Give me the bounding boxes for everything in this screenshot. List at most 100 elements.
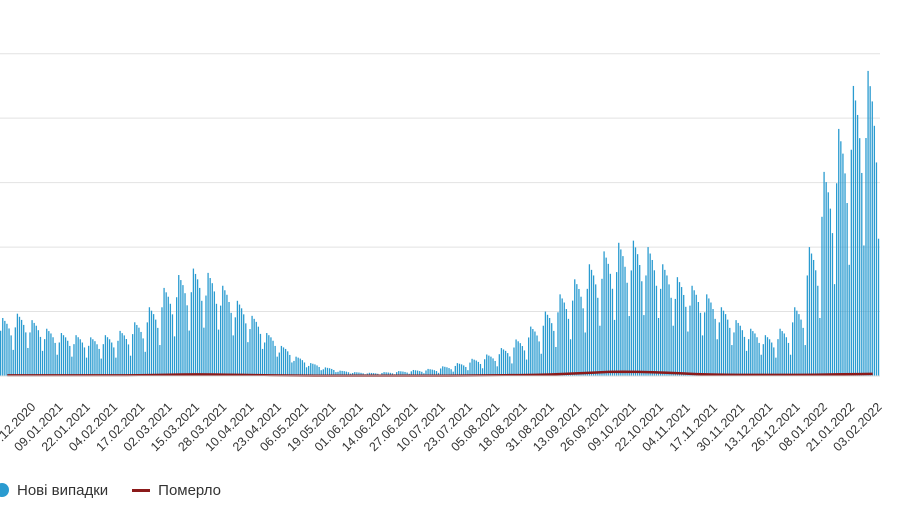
case-bar — [768, 339, 771, 376]
case-bar — [469, 362, 471, 376]
case-bar — [220, 305, 222, 376]
case-bar — [498, 354, 500, 376]
case-bar — [685, 306, 687, 376]
case-bar — [201, 300, 203, 376]
case-bar — [846, 203, 848, 376]
case-bar — [804, 345, 806, 376]
case-bar — [595, 284, 597, 376]
case-bar — [603, 251, 605, 376]
case-bar — [779, 328, 781, 376]
case-bar — [530, 326, 532, 376]
case-bar — [389, 372, 392, 376]
case-bar — [502, 349, 505, 376]
case-bar — [674, 298, 676, 376]
case-bar — [733, 332, 735, 376]
case-bar — [695, 294, 697, 376]
case-bar — [73, 344, 75, 376]
case-bar — [758, 342, 760, 376]
case-bar — [647, 247, 649, 376]
case-bar — [523, 350, 526, 376]
case-bar — [228, 302, 230, 376]
case-bar — [23, 324, 25, 376]
case-bar — [710, 302, 712, 376]
case-bar — [155, 319, 157, 376]
case-bar — [295, 356, 297, 376]
case-bar — [752, 331, 754, 376]
case-bar — [85, 357, 88, 376]
case-bar — [724, 314, 727, 376]
case-bar — [800, 319, 802, 376]
case-bar — [548, 317, 551, 376]
case-bar — [676, 277, 679, 376]
case-bar — [16, 313, 19, 376]
case-bar — [829, 208, 832, 376]
case-bar — [354, 372, 356, 376]
case-bar — [773, 347, 775, 376]
case-bar — [322, 369, 324, 376]
case-bar — [152, 314, 155, 376]
case-bar — [620, 249, 622, 376]
case-bar — [31, 320, 33, 376]
case-bar — [473, 359, 475, 376]
case-bar — [25, 332, 27, 376]
case-bar — [161, 307, 163, 376]
case-bar — [52, 337, 54, 376]
case-bar — [146, 322, 148, 376]
case-bar — [643, 315, 645, 376]
case-bar — [381, 372, 383, 376]
case-bar — [173, 336, 176, 376]
case-bar — [463, 365, 465, 376]
case-bar — [240, 308, 243, 376]
case-bar — [817, 285, 819, 376]
case-bar — [257, 326, 260, 376]
legend-item-deaths[interactable]: Померло — [132, 482, 221, 499]
case-bar — [458, 363, 461, 376]
case-bar — [132, 334, 134, 376]
case-bar — [576, 284, 578, 376]
case-bar — [544, 311, 547, 376]
case-bar — [75, 335, 77, 376]
case-bar — [10, 335, 12, 376]
case-bar — [297, 357, 299, 376]
case-bar — [347, 372, 350, 376]
case-bar — [69, 345, 71, 376]
case-bar — [148, 307, 151, 376]
case-bar — [672, 325, 674, 376]
case-bar — [475, 360, 477, 376]
case-bar — [196, 279, 199, 376]
case-bar — [745, 350, 748, 376]
case-bar — [446, 367, 448, 376]
case-bar — [111, 342, 113, 376]
case-bar — [205, 295, 207, 376]
legend-item-new-cases[interactable]: Нові випадки — [0, 482, 108, 499]
case-bar — [494, 360, 496, 376]
case-bar — [303, 362, 306, 376]
case-bar — [272, 340, 274, 376]
case-bar — [410, 371, 412, 376]
case-bar — [360, 372, 362, 376]
case-bar — [863, 245, 865, 376]
case-bar — [808, 247, 811, 376]
case-bar — [320, 370, 322, 376]
case-bar — [41, 350, 44, 376]
case-bar — [519, 343, 521, 376]
case-bar — [324, 367, 327, 376]
case-bar — [565, 309, 568, 376]
case-bar — [268, 335, 270, 376]
case-bar — [450, 369, 452, 376]
case-bar — [842, 153, 844, 376]
case-bar — [704, 312, 706, 376]
case-bar — [352, 372, 354, 376]
case-bar — [136, 324, 138, 376]
case-bar — [437, 372, 440, 376]
case-bar — [538, 341, 540, 376]
case-bar — [276, 356, 278, 376]
case-bar — [852, 85, 855, 376]
case-bar — [771, 342, 773, 376]
case-bar — [766, 337, 769, 376]
case-bar — [678, 282, 681, 376]
case-bar — [113, 347, 115, 376]
case-bar — [222, 285, 224, 376]
case-bar — [551, 323, 553, 376]
case-bar — [448, 368, 450, 376]
